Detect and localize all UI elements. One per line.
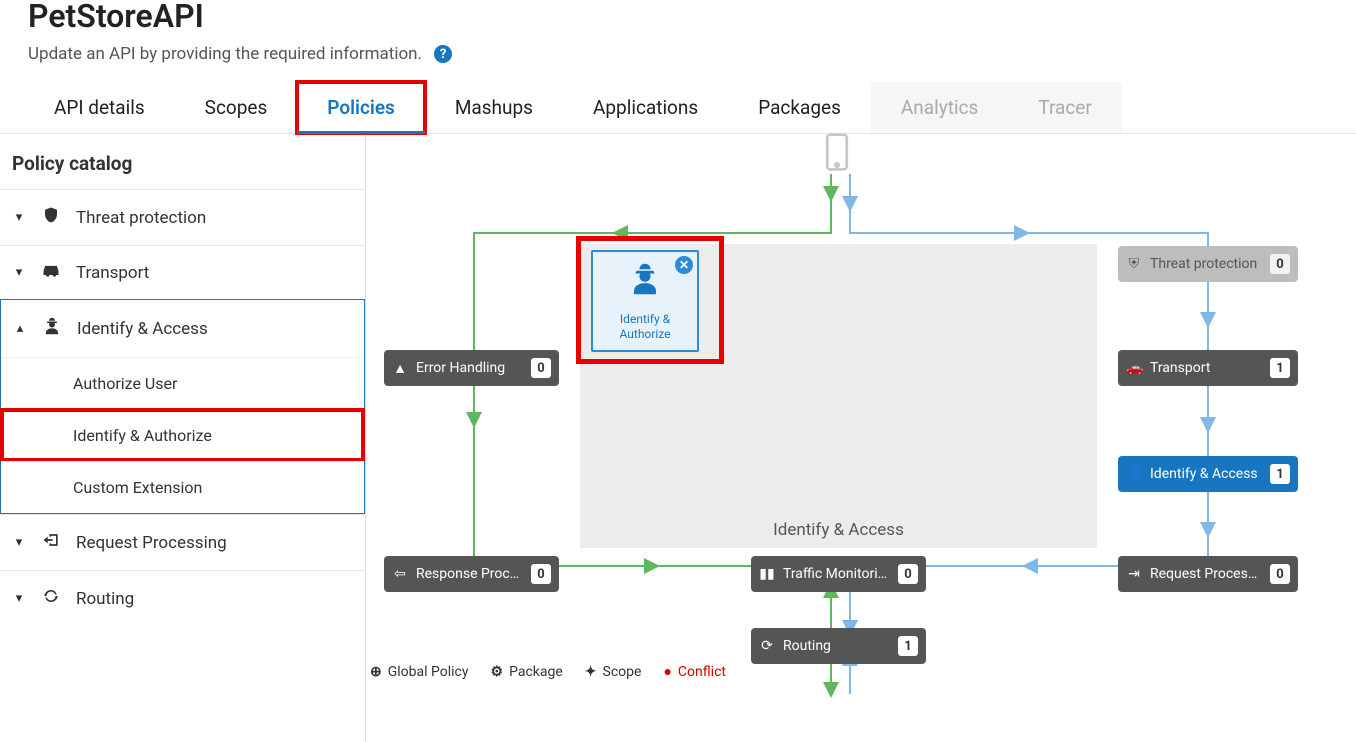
chevron-down-icon: ▾ bbox=[12, 535, 26, 550]
tab-applications[interactable]: Applications bbox=[563, 82, 728, 133]
agent-icon: 👤 bbox=[1126, 466, 1142, 482]
pill-transport[interactable]: 🚗 Transport 1 bbox=[1118, 350, 1298, 386]
car-icon: 🚗 bbox=[1126, 360, 1142, 376]
shield-icon: ⛨ bbox=[1126, 256, 1142, 272]
login-icon bbox=[40, 531, 62, 554]
tab-bar: API details Scopes Policies Mashups Appl… bbox=[0, 82, 1356, 134]
chevron-down-icon: ▾ bbox=[12, 265, 26, 280]
chevron-down-icon: ▾ bbox=[12, 591, 26, 606]
refresh-icon bbox=[40, 587, 62, 610]
policy-card-identify-authorize[interactable]: ✕ Identify &Authorize bbox=[591, 250, 699, 352]
pill-identify-access[interactable]: 👤 Identify & Access 1 bbox=[1118, 456, 1298, 492]
pill-routing[interactable]: ⟳ Routing 1 bbox=[751, 628, 926, 664]
legend-scope: ✦Scope bbox=[585, 664, 642, 680]
pill-request-processing[interactable]: ⇥ Request Processi… 0 bbox=[1118, 556, 1298, 592]
pill-response-processing[interactable]: ⇦ Response Proces… 0 bbox=[384, 556, 559, 592]
cat-routing[interactable]: ▾ Routing bbox=[0, 570, 365, 626]
policy-flow-canvas: Identify & Access ✕ Identify &Authorize … bbox=[366, 134, 1356, 742]
tab-policies[interactable]: Policies bbox=[297, 82, 425, 133]
canvas-legend: ⊕Global Policy ⚙Package ✦Scope ●Conflict bbox=[366, 663, 726, 680]
bars-icon: ▮▮ bbox=[759, 566, 775, 582]
tab-tracer: Tracer bbox=[1008, 82, 1122, 133]
warning-icon: ▲ bbox=[392, 360, 408, 377]
tab-mashups[interactable]: Mashups bbox=[425, 82, 563, 133]
cat-request-processing[interactable]: ▾ Request Processing bbox=[0, 514, 365, 570]
cat-label: Threat protection bbox=[76, 208, 206, 228]
cat-label: Transport bbox=[76, 263, 149, 283]
page-title: PetStoreAPI bbox=[28, 0, 1328, 32]
phone-icon bbox=[824, 132, 850, 181]
policy-catalog-sidebar: Policy catalog ▾ Threat protection ▾ Tra… bbox=[0, 134, 366, 742]
legend-global: ⊕Global Policy bbox=[370, 664, 469, 680]
page-subtitle: Update an API by providing the required … bbox=[28, 44, 422, 64]
child-identify-authorize[interactable]: Identify & Authorize bbox=[1, 409, 364, 461]
refresh-icon: ⟳ bbox=[759, 638, 775, 654]
cat-label: Routing bbox=[76, 589, 134, 609]
cat-label: Identify & Access bbox=[77, 319, 208, 339]
logout-icon: ⇦ bbox=[392, 566, 408, 582]
stage-label: Identify & Access bbox=[580, 520, 1097, 540]
remove-policy-icon[interactable]: ✕ bbox=[675, 256, 693, 274]
tab-api-details[interactable]: API details bbox=[24, 82, 175, 133]
pill-error-handling[interactable]: ▲ Error Handling 0 bbox=[384, 350, 559, 386]
legend-conflict: ●Conflict bbox=[663, 663, 726, 680]
pill-traffic-monitoring[interactable]: ▮▮ Traffic Monitoring 0 bbox=[751, 556, 926, 592]
policy-card-label: Identify &Authorize bbox=[614, 312, 677, 341]
legend-package: ⚙Package bbox=[491, 664, 563, 680]
cat-threat-protection[interactable]: ▾ Threat protection bbox=[0, 189, 365, 245]
help-icon[interactable]: ? bbox=[434, 45, 452, 63]
cat-label: Request Processing bbox=[76, 533, 227, 553]
agent-icon bbox=[628, 261, 662, 306]
child-custom-extension[interactable]: Custom Extension bbox=[1, 461, 364, 513]
car-icon bbox=[40, 262, 62, 283]
tab-packages[interactable]: Packages bbox=[728, 82, 871, 133]
pill-threat-protection[interactable]: ⛨ Threat protection 0 bbox=[1118, 246, 1298, 282]
login-icon: ⇥ bbox=[1126, 566, 1142, 582]
tab-analytics: Analytics bbox=[871, 82, 1008, 133]
chevron-up-icon: ▴ bbox=[13, 321, 27, 336]
cat-transport[interactable]: ▾ Transport bbox=[0, 245, 365, 299]
agent-icon bbox=[41, 316, 63, 341]
tab-scopes[interactable]: Scopes bbox=[175, 82, 298, 133]
chevron-down-icon: ▾ bbox=[12, 210, 26, 225]
shield-icon bbox=[40, 206, 62, 229]
page-header: PetStoreAPI Update an API by providing t… bbox=[0, 0, 1356, 64]
sidebar-title: Policy catalog bbox=[0, 134, 365, 189]
child-authorize-user[interactable]: Authorize User bbox=[1, 357, 364, 409]
cat-identify-access[interactable]: ▴ Identify & Access Authorize User Ident… bbox=[0, 299, 365, 514]
